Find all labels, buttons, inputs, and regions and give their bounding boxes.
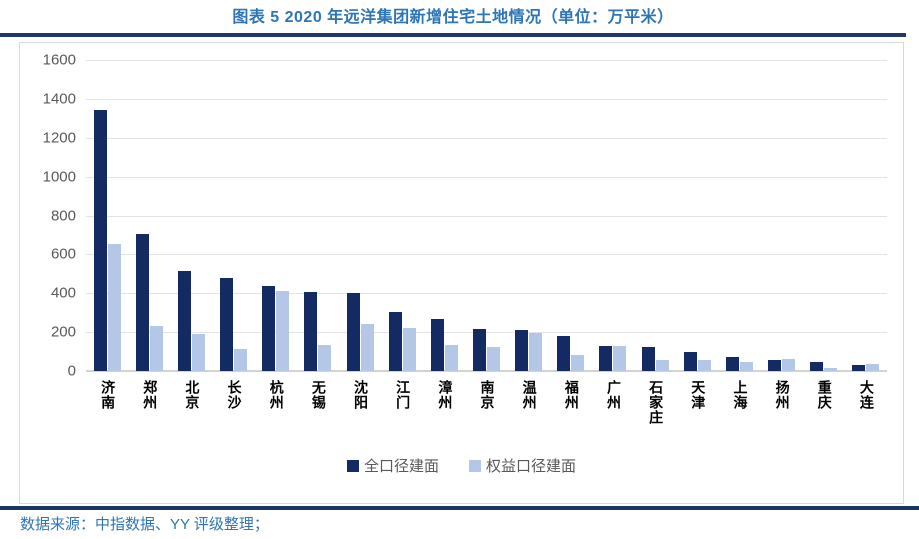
y-axis-tick-label: 1400: [42, 90, 76, 108]
x-axis-category-label: 扬州: [773, 380, 790, 410]
bar-equity: [782, 358, 796, 371]
gridline: [86, 293, 887, 295]
bar-equity: [191, 334, 205, 371]
bar-total: [768, 359, 782, 371]
x-axis-category-label: 漳州: [436, 380, 453, 410]
bar-total: [725, 357, 739, 371]
gridline: [86, 60, 887, 61]
data-source-note: 数据来源：中指数据、YY 评级整理；: [20, 516, 269, 533]
y-axis-tick-label: 1000: [42, 168, 76, 186]
y-axis-tick-label: 1600: [42, 51, 76, 69]
chart-area: 0 200 400 600 800 1000 1200 1400 1600 济南 郑州 北京 长沙 杭州无…: [19, 42, 904, 504]
x-axis-category-label: 上海: [731, 380, 748, 410]
x-axis-category-label: 无锡: [309, 380, 326, 410]
y-axis-tick-label: 1200: [42, 129, 76, 147]
x-axis-category-label: 杭州: [267, 380, 284, 410]
bar-total: [262, 286, 276, 371]
x-axis-category-label: 温州: [520, 380, 537, 410]
x-axis-category-label: 沈阳: [352, 380, 369, 410]
bar-equity: [276, 290, 290, 371]
chart-legend: 全口径建面 权益口径建面: [20, 455, 903, 476]
bar-total: [346, 293, 360, 371]
bar-equity: [571, 355, 585, 371]
x-axis-category-label: 石家庄: [647, 380, 664, 425]
bar-total: [557, 336, 571, 371]
bar-total: [641, 346, 655, 371]
bar-equity: [824, 368, 838, 371]
x-axis-line: [86, 370, 887, 372]
x-axis-category-label: 重庆: [815, 380, 832, 410]
bar-total: [93, 109, 107, 371]
bar-equity: [613, 345, 627, 371]
legend-item: 权益口径建面: [469, 455, 576, 476]
bar-total: [852, 364, 866, 371]
bar-total: [599, 346, 613, 371]
bar-equity: [487, 346, 500, 371]
x-axis-category-label: 北京: [183, 380, 200, 410]
bar-total: [177, 270, 191, 371]
bar-total: [135, 233, 149, 371]
gridline: [86, 254, 887, 256]
gridline: [86, 137, 887, 139]
x-axis-category-label: 济南: [99, 380, 116, 410]
x-axis-category-label: 福州: [562, 380, 579, 410]
bar-equity: [866, 364, 880, 371]
bar-equity: [107, 243, 121, 371]
gridline: [86, 332, 887, 334]
bar-equity: [360, 324, 374, 371]
bar-equity: [739, 362, 753, 371]
bar-equity: [529, 332, 543, 371]
bar-total: [388, 311, 402, 371]
legend-label: 权益口径建面: [486, 458, 577, 475]
y-axis-tick-label: 200: [50, 323, 76, 341]
y-axis-tick-label: 600: [50, 245, 76, 263]
x-axis-category-label: 天津: [689, 380, 706, 410]
legend-swatch-icon: [346, 459, 359, 472]
x-axis-category-label: 长沙: [225, 380, 242, 410]
title-divider-rule: [0, 33, 906, 37]
x-axis-category-label: 郑州: [141, 380, 158, 410]
bar-equity: [697, 360, 711, 371]
bar-equity: [149, 326, 163, 371]
x-axis-category-label: 大连: [857, 380, 874, 410]
bar-total: [220, 277, 234, 371]
chart-title: 图表 5 2020 年远洋集团新增住宅土地情况（单位：万平米）: [232, 9, 674, 26]
legend-label: 全口径建面: [363, 458, 439, 475]
bar-equity: [655, 359, 669, 371]
gridline: [86, 215, 887, 217]
gridline: [86, 98, 887, 100]
legend-item: 全口径建面: [346, 455, 439, 476]
bar-equity: [402, 328, 416, 371]
bar-total: [473, 329, 486, 371]
y-axis-tick-label: 0: [67, 362, 76, 380]
x-axis-category-label: 广州: [604, 380, 621, 410]
y-axis-tick-label: 400: [50, 284, 76, 302]
gridline: [86, 176, 887, 178]
bar-total: [304, 292, 318, 371]
legend-swatch-icon: [469, 459, 481, 472]
bar-total: [515, 330, 529, 371]
bar-total: [683, 352, 697, 371]
bar-total: [430, 319, 444, 371]
x-axis-category-label: 江门: [394, 380, 411, 410]
bar-equity: [318, 344, 332, 371]
bar-equity: [444, 344, 458, 371]
bar-total: [810, 361, 824, 371]
y-axis-tick-label: 800: [50, 207, 76, 224]
bar-equity: [234, 348, 248, 371]
footer-divider-rule: [0, 506, 919, 510]
x-axis-category-label: 南京: [478, 380, 495, 410]
